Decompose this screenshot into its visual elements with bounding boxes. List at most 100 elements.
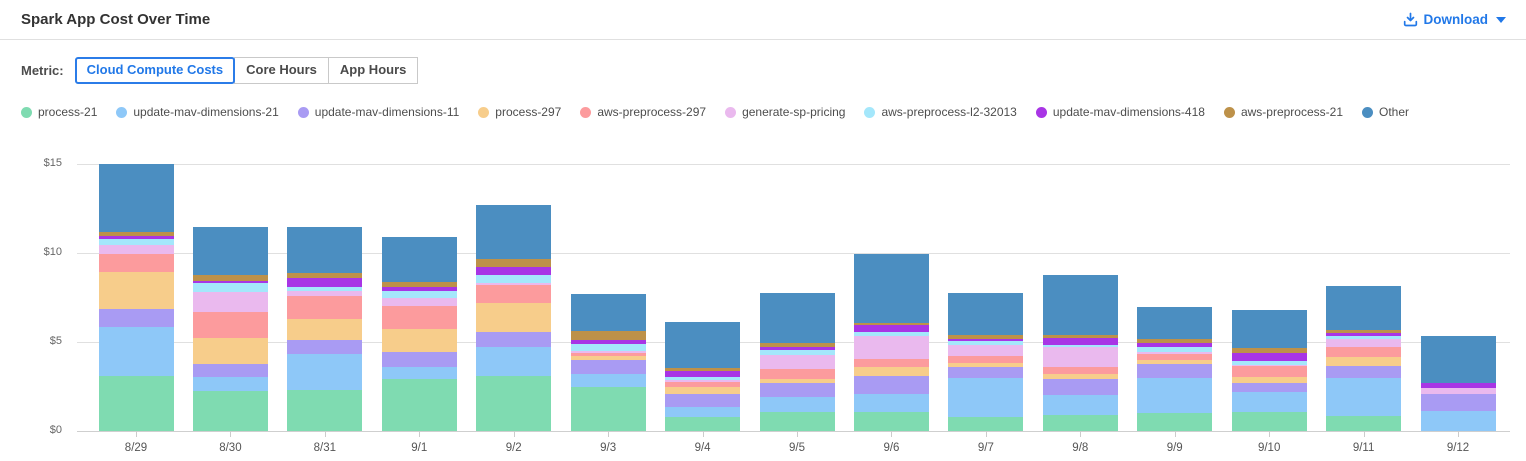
bar-segment-generate-sp-pricing[interactable] [1042,347,1118,367]
bar-segment-aws-preprocess-21[interactable] [1137,338,1213,343]
bar-segment-update-mav-dimensions-21[interactable] [381,366,457,380]
bar-segment-other[interactable] [759,293,835,343]
bar-segment-generate-sp-pricing[interactable] [759,354,835,369]
bar-segment-update-mav-dimensions-21[interactable] [948,377,1024,417]
bar-segment-aws-preprocess-l2-32013[interactable] [570,343,646,351]
bar-segment-update-mav-dimensions-418[interactable] [1137,342,1213,347]
bar-segment-update-mav-dimensions-21[interactable] [287,353,363,391]
bar-segment-aws-preprocess-l2-32013[interactable] [287,286,363,292]
bar-segment-update-mav-dimensions-418[interactable] [381,286,457,291]
bar-segment-aws-preprocess-l2-32013[interactable] [759,350,835,355]
bar-segment-update-mav-dimensions-418[interactable] [665,371,741,377]
bar-segment-process-21[interactable] [665,416,741,431]
bar-segment-generate-sp-pricing[interactable] [1420,388,1496,394]
bar-segment-process-21[interactable] [570,387,646,431]
bar-segment-other[interactable] [1042,275,1118,335]
bar-segment-update-mav-dimensions-11[interactable] [381,351,457,367]
bar-segment-process-297[interactable] [381,328,457,352]
bar-segment-process-297[interactable] [665,386,741,394]
bar-segment-update-mav-dimensions-418[interactable] [948,338,1024,342]
metric-tab-app-hours[interactable]: App Hours [327,57,419,85]
bar-segment-process-21[interactable] [381,379,457,431]
bar-segment-aws-preprocess-297[interactable] [570,352,646,357]
bar-segment-other[interactable] [1231,310,1307,349]
bar-segment-process-21[interactable] [287,390,363,431]
bar-segment-update-mav-dimensions-11[interactable] [948,366,1024,378]
bar-segment-aws-preprocess-21[interactable] [192,274,268,281]
legend-item-process-297[interactable]: process-297 [478,105,561,119]
bar-segment-aws-preprocess-l2-32013[interactable] [1137,346,1213,352]
legend-item-update-mav-dimensions-11[interactable]: update-mav-dimensions-11 [297,105,459,119]
bar-segment-aws-preprocess-l2-32013[interactable] [665,376,741,381]
bar-segment-other[interactable] [570,294,646,331]
bar-segment-update-mav-dimensions-11[interactable] [853,375,929,394]
bar-segment-update-mav-dimensions-11[interactable] [192,364,268,377]
bar-segment-aws-preprocess-297[interactable] [665,382,741,387]
bar-segment-update-mav-dimensions-418[interactable] [1042,337,1118,345]
bar-segment-aws-preprocess-21[interactable] [476,259,552,268]
bar-segment-generate-sp-pricing[interactable] [665,380,741,383]
bar-segment-aws-preprocess-21[interactable] [1042,334,1118,338]
bar-segment-update-mav-dimensions-21[interactable] [476,347,552,376]
bar-segment-process-21[interactable] [759,412,835,431]
bar-segment-process-21[interactable] [1137,413,1213,431]
bar-segment-process-297[interactable] [759,378,835,383]
bar-segment-other[interactable] [381,237,457,282]
bar-segment-update-mav-dimensions-418[interactable] [1420,382,1496,389]
bar-segment-aws-preprocess-297[interactable] [381,305,457,329]
bar-segment-generate-sp-pricing[interactable] [381,297,457,306]
bar-segment-aws-preprocess-21[interactable] [381,281,457,287]
bar-segment-aws-preprocess-l2-32013[interactable] [1326,335,1402,340]
bar-segment-aws-preprocess-297[interactable] [98,254,174,272]
bar-segment-aws-preprocess-l2-32013[interactable] [476,274,552,284]
bar-segment-generate-sp-pricing[interactable] [948,344,1024,357]
bar-segment-aws-preprocess-297[interactable] [192,311,268,338]
bar-segment-process-21[interactable] [1231,412,1307,431]
bar-segment-aws-preprocess-297[interactable] [287,295,363,319]
bar-segment-aws-preprocess-l2-32013[interactable] [1231,360,1307,366]
bar-segment-update-mav-dimensions-21[interactable] [1042,395,1118,415]
bar-segment-update-mav-dimensions-418[interactable] [1231,352,1307,361]
bar-segment-aws-preprocess-297[interactable] [948,356,1024,364]
bar-segment-update-mav-dimensions-11[interactable] [570,359,646,375]
bar-segment-aws-preprocess-297[interactable] [1042,366,1118,375]
download-button[interactable]: Download [1403,12,1506,27]
bar-segment-process-21[interactable] [476,375,552,431]
bar-segment-aws-preprocess-l2-32013[interactable] [381,290,457,298]
legend-item-update-mav-dimensions-21[interactable]: update-mav-dimensions-21 [116,105,279,119]
bar-segment-aws-preprocess-l2-32013[interactable] [1042,344,1118,348]
bar-segment-process-297[interactable] [1326,357,1402,367]
bar-segment-other[interactable] [665,321,741,368]
bar-segment-update-mav-dimensions-11[interactable] [1042,379,1118,396]
legend-item-other[interactable]: Other [1362,105,1409,119]
bar-segment-generate-sp-pricing[interactable] [570,350,646,353]
bar-segment-process-21[interactable] [1042,414,1118,431]
bar-segment-update-mav-dimensions-418[interactable] [476,267,552,275]
bar-segment-aws-preprocess-297[interactable] [759,368,835,379]
bar-segment-other[interactable] [948,293,1024,335]
bar-segment-update-mav-dimensions-418[interactable] [192,280,268,284]
bar-segment-update-mav-dimensions-21[interactable] [665,406,741,417]
bar-segment-update-mav-dimensions-11[interactable] [1326,366,1402,378]
bar-segment-process-21[interactable] [853,412,929,431]
bar-segment-process-21[interactable] [192,390,268,431]
bar-segment-aws-preprocess-21[interactable] [853,322,929,326]
bar-segment-update-mav-dimensions-21[interactable] [1420,411,1496,431]
bar-segment-update-mav-dimensions-11[interactable] [1420,393,1496,412]
bar-segment-other[interactable] [853,254,929,323]
bar-segment-generate-sp-pricing[interactable] [287,291,363,296]
bar-segment-update-mav-dimensions-418[interactable] [759,346,835,351]
bar-segment-update-mav-dimensions-21[interactable] [192,376,268,391]
bar-segment-process-21[interactable] [948,416,1024,431]
bar-segment-update-mav-dimensions-21[interactable] [759,397,835,413]
bar-segment-process-297[interactable] [476,302,552,333]
bar-segment-update-mav-dimensions-11[interactable] [759,382,835,398]
bar-segment-aws-preprocess-297[interactable] [1137,353,1213,360]
bar-segment-process-297[interactable] [853,366,929,376]
bar-segment-update-mav-dimensions-418[interactable] [853,325,929,333]
bar-segment-process-297[interactable] [570,356,646,360]
bar-segment-process-297[interactable] [192,337,268,365]
bar-segment-update-mav-dimensions-418[interactable] [98,236,174,239]
bar-segment-update-mav-dimensions-11[interactable] [287,340,363,354]
bar-segment-aws-preprocess-l2-32013[interactable] [98,238,174,246]
